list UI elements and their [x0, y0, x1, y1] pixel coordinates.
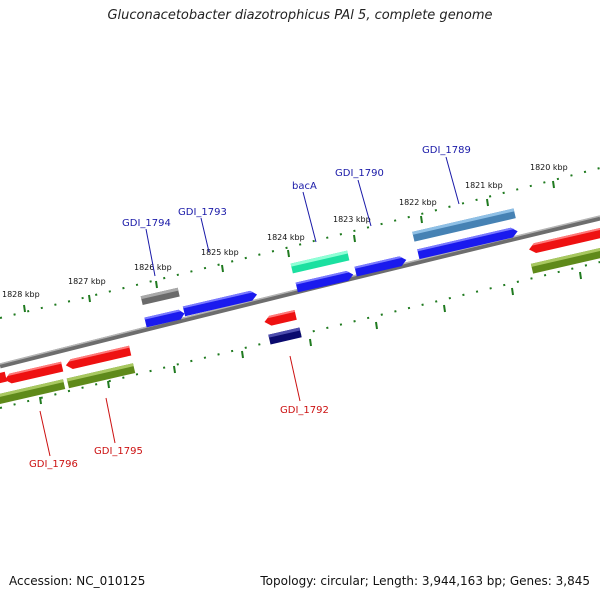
gene-gdi-1794	[140, 287, 180, 306]
gene-label-gdi-1792: GDI_1792	[280, 405, 329, 416]
gene-gdi-1793	[182, 290, 258, 317]
gene-gdi-1792	[268, 327, 302, 345]
gene-gdi-1796	[0, 379, 66, 405]
kbp-labels: 1828 kbp 1827 kbp 1826 kbp 1825 kbp 1824…	[2, 163, 568, 299]
gene-blue-baca-lower	[295, 270, 354, 293]
tick-1828	[23, 304, 26, 313]
kbp-label-1820: 1820 kbp	[530, 163, 568, 172]
kbp-label-1824: 1824 kbp	[267, 233, 305, 242]
gene-red-right	[529, 227, 600, 253]
gene-label-gdi-1790: GDI_1790	[335, 168, 384, 179]
gene-label-gdi-1793: GDI_1793	[178, 207, 227, 218]
gene-label-gdi-1796: GDI_1796	[29, 459, 78, 470]
outer-scale-track	[0, 167, 600, 319]
gene-label-gdi-1794: GDI_1794	[122, 218, 171, 229]
tick-1825	[221, 264, 224, 273]
kbp-label-1823: 1823 kbp	[333, 215, 371, 224]
gene-gdi-1789	[412, 208, 516, 242]
gene-red-left-edge	[0, 371, 7, 386]
gene-gdi-1790	[354, 256, 407, 277]
gene-blue-1794-lower	[144, 309, 185, 328]
tick-1827	[88, 294, 91, 303]
genome-info-text: Topology: circular; Length: 3,944,163 bp…	[260, 574, 590, 588]
tick-1824	[287, 249, 290, 258]
gene-label-gdi-1789: GDI_1789	[422, 145, 471, 156]
tick-1823	[353, 234, 356, 243]
gene-gdi-1792-red	[264, 309, 297, 326]
gene-gdi-1795	[66, 363, 136, 389]
gene-baca	[290, 250, 350, 274]
kbp-label-1826: 1826 kbp	[134, 263, 172, 272]
map-title: Gluconacetobacter diazotrophicus PAl 5, …	[107, 8, 493, 23]
kbp-label-1828: 1828 kbp	[2, 290, 40, 299]
gene-labels: GDI_1794 GDI_1793 bacA GDI_1790 GDI_1789…	[29, 145, 471, 470]
label-leaders	[39, 156, 460, 457]
accession-text: Accession: NC_010125	[9, 574, 146, 588]
kbp-label-1822: 1822 kbp	[399, 198, 437, 207]
reverse-genes	[0, 309, 302, 405]
forward-genes	[140, 208, 600, 328]
gene-blue-1789-lower	[417, 227, 518, 260]
gene-label-baca: bacA	[292, 181, 317, 192]
kbp-label-1821: 1821 kbp	[465, 181, 503, 190]
tick-1826	[155, 280, 158, 289]
tick-1821	[486, 198, 489, 207]
kbp-label-1827: 1827 kbp	[68, 277, 106, 286]
gene-red-left-2	[65, 345, 132, 369]
gene-label-gdi-1795: GDI_1795	[94, 446, 143, 457]
kbp-label-1825: 1825 kbp	[201, 248, 239, 257]
tick-1822	[420, 215, 423, 224]
tick-1820	[552, 180, 555, 189]
gene-olive-right	[530, 247, 600, 274]
gene-red-left-1	[4, 361, 64, 384]
